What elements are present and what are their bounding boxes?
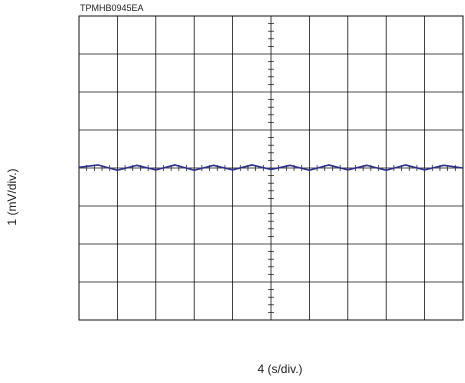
trace-line	[78, 164, 464, 172]
plot-grid	[78, 15, 464, 321]
trace-group	[78, 164, 464, 172]
y-axis-label: 1 (mV/div.)	[5, 168, 19, 226]
figure-code: TPMHB0945EA	[80, 3, 144, 13]
x-axis-label: 4 (s/div.)	[257, 362, 303, 376]
